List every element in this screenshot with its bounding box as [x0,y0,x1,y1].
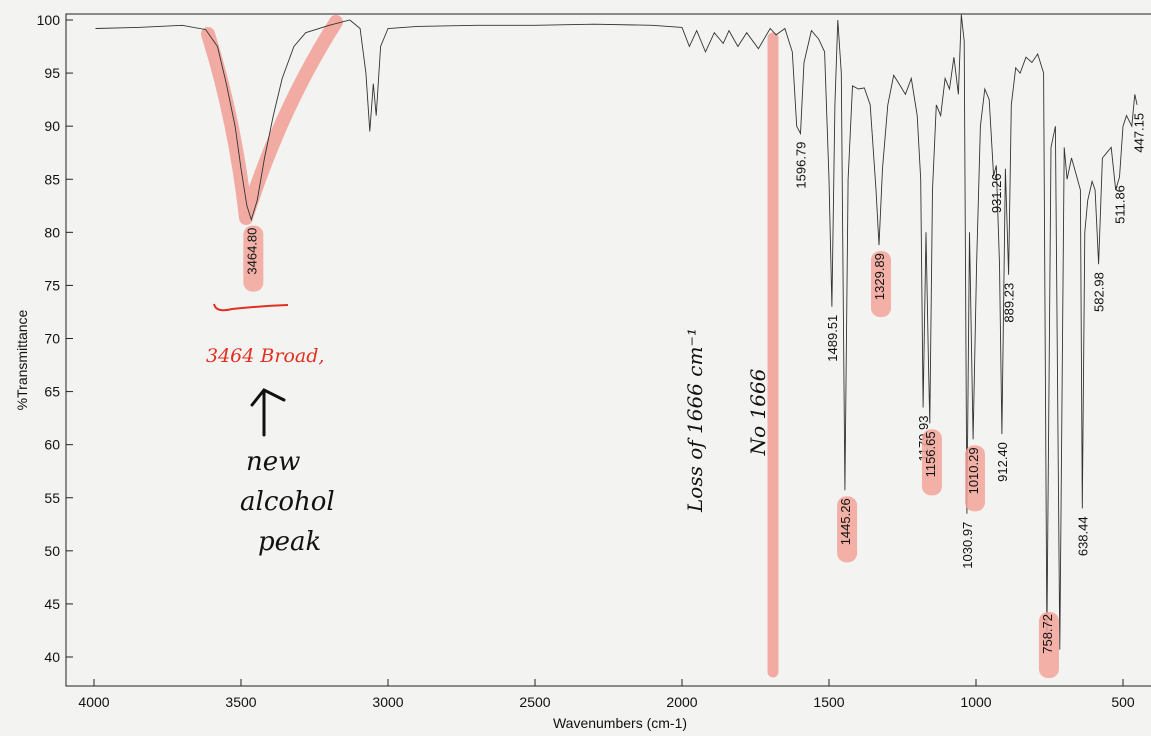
y-tick-label: 100 [37,12,61,28]
annotation-no-1666: No 1666 [746,368,770,456]
y-tick-label: 60 [44,437,60,453]
y-tick-label: 40 [44,649,60,665]
peak-label: 889.23 [1002,283,1017,323]
peak-label: 3464.80 [244,228,259,275]
red-bracket [213,303,289,312]
peak-label: 1489.51 [825,315,840,362]
highlight-marks [201,15,779,678]
y-axis-ticks: 100 95 90 85 80 75 70 65 60 55 50 45 40 [37,12,73,665]
peak-label: 1596.79 [794,142,809,189]
x-tick-label: 2000 [666,694,697,710]
x-tick-label: 500 [1111,694,1135,710]
peak-labels: 3464.801596.791489.511445.261329.891179.… [243,113,1147,678]
peak-label-highlight [243,225,264,292]
peak-label: 1030.97 [960,522,975,569]
x-axis-ticks: 4000 3500 3000 2500 2000 1500 1000 500 [78,679,1135,710]
x-tick-label: 1000 [960,694,991,710]
x-tick-label: 2500 [519,694,550,710]
plot-frame [65,13,1151,687]
x-tick-label: 3500 [225,694,256,710]
peak-label: 511.86 [1113,185,1128,224]
peak-label: 1010.29 [966,447,981,494]
peak-label: 1445.26 [838,498,853,545]
x-tick-label: 3000 [372,694,403,710]
annotation-broad: 3464 Broad, [206,345,324,367]
x-tick-label: 4000 [78,694,109,710]
annotation-alcohol: alcohol [240,487,335,517]
peak-label: 1329.89 [872,253,887,300]
y-axis-title: %Transmittance [14,309,30,410]
annotation-peak: peak [258,527,321,557]
y-tick-label: 70 [44,331,60,347]
peak-label-highlight [837,496,858,563]
y-tick-label: 65 [44,384,60,400]
peak-label: 447.15 [1132,113,1147,153]
peak-label-highlight [1038,612,1059,678]
peak-label: 758.72 [1040,614,1055,654]
y-tick-label: 90 [44,118,60,134]
peak-label: 1156.65 [923,431,938,477]
peak-label-highlight [964,445,985,512]
y-tick-label: 75 [44,277,60,293]
peak-label: 912.40 [995,442,1010,482]
y-tick-label: 95 [44,65,60,81]
peak-label-highlight [871,251,892,318]
spectrum-line [95,14,1138,650]
y-tick-label: 80 [44,224,60,240]
arrow-up-icon [250,388,286,437]
annotation-new: new [246,447,300,477]
peak-label: 931.26 [989,173,1004,213]
y-tick-label: 45 [44,596,60,612]
peak-label-highlight [921,429,942,496]
peak-label: 582.98 [1092,272,1107,312]
highlight-broad-oh-band [201,15,343,225]
x-axis-title: Wavenumbers (cm-1) [553,715,687,731]
x-tick-label: 1500 [813,694,844,710]
y-tick-label: 50 [44,543,60,559]
annotation-loss: Loss of 1666 cm⁻¹ [683,328,707,513]
y-tick-label: 55 [44,490,60,506]
peak-label: 638.44 [1075,516,1090,556]
y-tick-label: 85 [44,171,60,187]
